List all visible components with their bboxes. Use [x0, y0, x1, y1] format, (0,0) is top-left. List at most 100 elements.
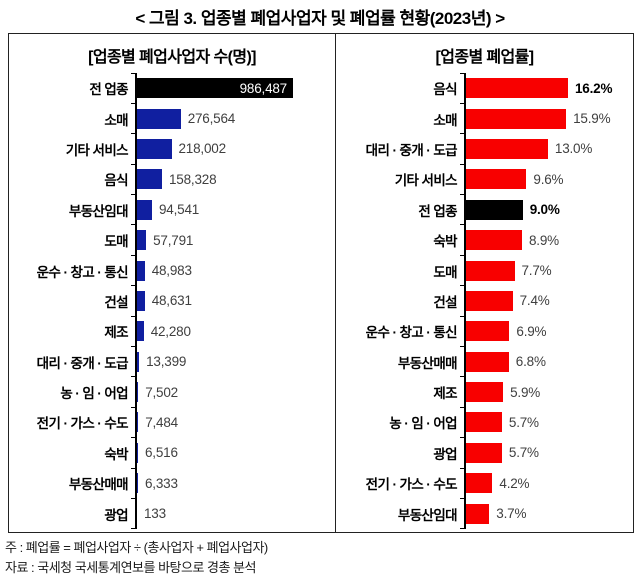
bar-plot-area: 48,631 — [131, 285, 335, 317]
bar-plot-area: 7.4% — [460, 285, 633, 317]
bar-plot-area: 6,516 — [131, 437, 335, 469]
chart-row: 운수 · 창고 · 통신 6.9% — [336, 315, 633, 347]
chart-row: 전기 · 가스 · 수도 7,484 — [9, 406, 335, 438]
category-label: 건설 — [104, 294, 128, 310]
value-label: 9.6% — [533, 171, 564, 187]
value-label: 15.9% — [573, 111, 611, 127]
category-label: 농 · 임 · 어업 — [60, 386, 128, 402]
value-label: 6,516 — [145, 445, 178, 461]
bar-plot-area: 6.8% — [460, 346, 633, 377]
bar — [466, 138, 548, 159]
chart-row: 기타 서비스 9.6% — [336, 163, 633, 195]
bar — [466, 230, 522, 251]
bar-plot-area: 16.2% — [460, 72, 633, 104]
category-label: 소매 — [104, 112, 128, 128]
bar-plot-area: 42,280 — [131, 315, 335, 347]
value-label: 5.9% — [510, 384, 541, 400]
bar-plot-area: 158,328 — [131, 163, 335, 195]
chart-row: 음식 158,328 — [9, 163, 335, 195]
value-label: 6.8% — [515, 354, 546, 370]
value-label: 42,280 — [150, 323, 191, 339]
value-label: 48,631 — [151, 293, 192, 309]
chart-row: 전기 · 가스 · 수도 4.2% — [336, 467, 633, 499]
chart-row: 숙박 8.9% — [336, 224, 633, 256]
category-label: 광업 — [433, 446, 457, 462]
bar — [466, 351, 509, 372]
bar — [466, 78, 568, 99]
value-label: 276,564 — [187, 111, 236, 127]
closure-rate-panel: [업종별 폐업률] 음식 16.2% 소매 15.9% 대리 · 중개 · 도급 13.0… — [336, 34, 633, 532]
bar — [466, 108, 567, 129]
bar — [466, 290, 513, 311]
value-label: 133 — [144, 506, 166, 522]
chart-row: 전 업종 9.0% — [336, 194, 633, 225]
value-label: 16.2% — [575, 80, 613, 96]
chart-row: 기타 서비스 218,002 — [9, 133, 335, 165]
bar — [137, 442, 138, 463]
category-label: 음식 — [433, 82, 457, 98]
category-label: 제조 — [104, 325, 128, 341]
chart-row: 전 업종 986,487 — [9, 72, 335, 104]
bar — [466, 412, 502, 433]
chart-row: 숙박 6,516 — [9, 437, 335, 469]
closure-rate-chart-title: [업종별 폐업률] — [435, 49, 534, 66]
bar-plot-area: 9.0% — [460, 194, 633, 225]
chart-row: 운수 · 창고 · 통신 48,983 — [9, 254, 335, 286]
category-label: 대리 · 중개 · 도급 — [365, 142, 458, 158]
bar — [137, 351, 140, 372]
bar-plot-area: 13,399 — [131, 346, 335, 377]
chart-row: 도매 7.7% — [336, 254, 633, 286]
bar-plot-area: 6.9% — [460, 315, 633, 347]
value-label: 7.4% — [519, 293, 550, 309]
bar-plot-area: 9.6% — [460, 163, 633, 195]
category-label: 전기 · 가스 · 수도 — [36, 416, 129, 432]
bar — [137, 382, 139, 403]
bar-plot-area: 5.7% — [460, 406, 633, 438]
value-label: 6.9% — [516, 323, 547, 339]
chart-row: 소매 276,564 — [9, 102, 335, 134]
bar — [466, 503, 490, 524]
category-label: 부동산임대 — [68, 203, 129, 219]
category-label: 대리 · 중개 · 도급 — [36, 355, 129, 371]
bar-plot-area: 13.0% — [460, 133, 633, 165]
category-label: 건설 — [433, 294, 457, 310]
chart-row: 제조 5.9% — [336, 376, 633, 408]
value-label: 7,502 — [145, 384, 178, 400]
value-label: 986,487 — [239, 80, 288, 96]
footnote-formula: 주 : 폐업률 = 폐업사업자 ÷ (총사업자 + 폐업사업자) — [5, 540, 268, 555]
chart-row: 부동산매매 6,333 — [9, 467, 335, 499]
chart-row: 광업 5.7% — [336, 437, 633, 469]
chart-row: 건설 7.4% — [336, 285, 633, 317]
category-label: 도매 — [104, 234, 128, 250]
chart-row: 도매 57,791 — [9, 224, 335, 256]
category-label: 소매 — [433, 112, 457, 128]
bar — [466, 260, 515, 281]
bar — [137, 473, 138, 494]
bar-plot-area: 3.7% — [460, 497, 633, 530]
category-label: 광업 — [104, 507, 128, 523]
closure-count-panel: [업종별 폐업사업자 수(명)] 전 업종 986,487 소매 276,564 기타 … — [9, 34, 336, 532]
chart-row: 소매 15.9% — [336, 102, 633, 134]
category-label: 운수 · 창고 · 통신 — [365, 325, 458, 341]
category-label: 제조 — [433, 386, 457, 402]
bar — [137, 230, 147, 251]
value-label: 57,791 — [153, 232, 194, 248]
bar — [137, 412, 139, 433]
chart-row: 음식 16.2% — [336, 72, 633, 104]
chart-row: 제조 42,280 — [9, 315, 335, 347]
chart-row: 부동산매매 6.8% — [336, 346, 633, 377]
category-label: 전 업종 — [418, 203, 457, 219]
category-label: 운수 · 창고 · 통신 — [36, 264, 129, 280]
value-label: 6,333 — [145, 475, 178, 491]
bar-plot-area: 15.9% — [460, 102, 633, 134]
value-label: 8.9% — [529, 232, 559, 248]
closure-count-chart-title: [업종별 폐업사업자 수(명)] — [88, 49, 256, 66]
bar — [137, 260, 145, 281]
category-label: 부동산매매 — [68, 477, 129, 493]
value-label: 7,484 — [145, 414, 178, 430]
value-label: 13.0% — [554, 141, 593, 157]
bar — [466, 382, 504, 403]
bar-plot-area: 48,983 — [131, 254, 335, 286]
closure-rate-chart: 음식 16.2% 소매 15.9% 대리 · 중개 · 도급 13.0% 기타 서비스 9.6… — [336, 72, 633, 530]
bar-plot-area: 7.7% — [460, 254, 633, 286]
